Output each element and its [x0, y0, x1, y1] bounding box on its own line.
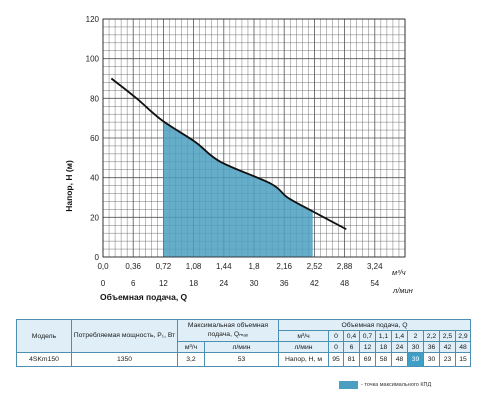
head-value-cell: 30 — [423, 352, 440, 367]
head-value-cell: 23 — [439, 352, 456, 367]
flow-m3h-cell: 2,2 — [423, 330, 440, 342]
maxflow-unit-m3h: м³/ч — [177, 341, 205, 353]
legend-text: - точка максимального КПД — [361, 382, 432, 388]
operating-range-area — [163, 121, 313, 257]
flow-lmin-cell: 24 — [391, 341, 408, 353]
x-tick-label: 2,88 — [337, 262, 353, 271]
unit-m3h-label: м³/ч — [278, 330, 329, 342]
head-value-cell: 69 — [359, 352, 376, 367]
y-tick-label: 120 — [86, 15, 100, 24]
flow-lmin-cell: 48 — [455, 341, 471, 353]
head-value-cell: 15 — [455, 352, 471, 367]
header-power: Потребляемая мощность, P₁, Вт — [71, 319, 178, 353]
unit-lmin-label: л/мин — [278, 341, 329, 353]
x-axis-unit-secondary: л/мин — [392, 286, 413, 295]
flow-m3h-cell: 2,5 — [439, 330, 456, 342]
x2-tick-label: 18 — [189, 279, 198, 288]
flow-m3h-cell: 1,4 — [391, 330, 408, 342]
flow-m3h-cell: 2 — [407, 330, 424, 342]
x-axis-label: Объемная подача, Q — [100, 292, 188, 302]
head-value-cell: 39 — [407, 352, 424, 367]
x2-tick-label: 36 — [280, 279, 289, 288]
y-tick-label: 60 — [90, 134, 99, 143]
flow-m3h-cell: 0,7 — [359, 330, 376, 342]
header-max-flow: Максимальная объемная подача, Qₘₐₓ — [177, 319, 279, 342]
x-tick-label: 3,24 — [367, 262, 383, 271]
y-tick-label: 40 — [90, 174, 99, 183]
x-tick-label: 1,8 — [248, 262, 260, 271]
head-value-cell: 81 — [343, 352, 360, 367]
y-tick-label: 20 — [90, 213, 99, 222]
x2-tick-label: 12 — [159, 279, 168, 288]
header-model: Модель — [16, 319, 72, 353]
flow-m3h-cell: 2,9 — [455, 330, 471, 342]
head-value-cell: 48 — [391, 352, 408, 367]
head-value-cell: 95 — [328, 352, 344, 367]
flow-lmin-cell: 36 — [423, 341, 440, 353]
x-axis-ticks: 0,0 0,36 0,72 1,08 1,44 1,8 2,16 2,52 2,88 3,24 — [97, 262, 383, 271]
x-tick-label: 0,72 — [156, 262, 172, 271]
x-tick-label: 0,0 — [97, 262, 109, 271]
y-tick-label: 80 — [90, 94, 99, 103]
x2-tick-label: 54 — [370, 279, 379, 288]
flow-m3h-cell: 0 — [328, 330, 344, 342]
y-axis-ticks: 0 20 40 60 80 100 120 — [86, 15, 100, 262]
x2-tick-label: 42 — [310, 279, 319, 288]
plot-frame — [102, 18, 406, 258]
y-tick-label: 100 — [86, 55, 100, 64]
x-tick-label: 0,36 — [125, 262, 141, 271]
model-cell: 4SKm150 — [16, 352, 72, 367]
header-flow: Объемная подача, Q — [278, 319, 471, 331]
flow-lmin-cell: 42 — [439, 341, 456, 353]
head-label-cell: Напор, Н, м — [278, 352, 329, 367]
x-tick-label: 2,16 — [276, 262, 292, 271]
maxflow-unit-lmin: л/мин — [204, 341, 279, 353]
legend: - точка максимального КПД — [339, 381, 431, 389]
flow-lmin-cell: 6 — [343, 341, 360, 353]
flow-lmin-cell: 18 — [375, 341, 392, 353]
y-tick-label: 0 — [95, 253, 100, 262]
power-cell: 1350 — [71, 352, 178, 367]
qmax-m3h-cell: 3,2 — [177, 352, 205, 367]
x2-axis-ticks: 0 6 12 18 24 30 36 42 48 54 — [101, 279, 380, 288]
flow-m3h-cell: 1,1 — [375, 330, 392, 342]
x-tick-label: 2,52 — [307, 262, 323, 271]
x2-tick-label: 24 — [219, 279, 228, 288]
head-value-cell: 58 — [375, 352, 392, 367]
flow-lmin-cell: 0 — [328, 341, 344, 353]
x-tick-label: 1,08 — [186, 262, 202, 271]
pump-spec-table: Модель Потребляемая мощность, P₁, Вт Мак… — [16, 319, 471, 367]
legend-swatch — [339, 381, 358, 389]
x-tick-label: 1,44 — [216, 262, 232, 271]
flow-m3h-cell: 0,4 — [343, 330, 360, 342]
x2-tick-label: 0 — [101, 279, 106, 288]
x-axis-unit-primary: м³/ч — [392, 268, 406, 277]
x2-tick-label: 48 — [340, 279, 349, 288]
flow-lmin-cell: 12 — [359, 341, 376, 353]
qmax-lmin-cell: 53 — [204, 352, 279, 367]
x2-tick-label: 6 — [131, 279, 136, 288]
x2-tick-label: 30 — [250, 279, 259, 288]
flow-lmin-cell: 30 — [407, 341, 424, 353]
head-curve-line — [110, 77, 347, 231]
y-axis-label: Напор, Н (м) — [64, 160, 74, 212]
